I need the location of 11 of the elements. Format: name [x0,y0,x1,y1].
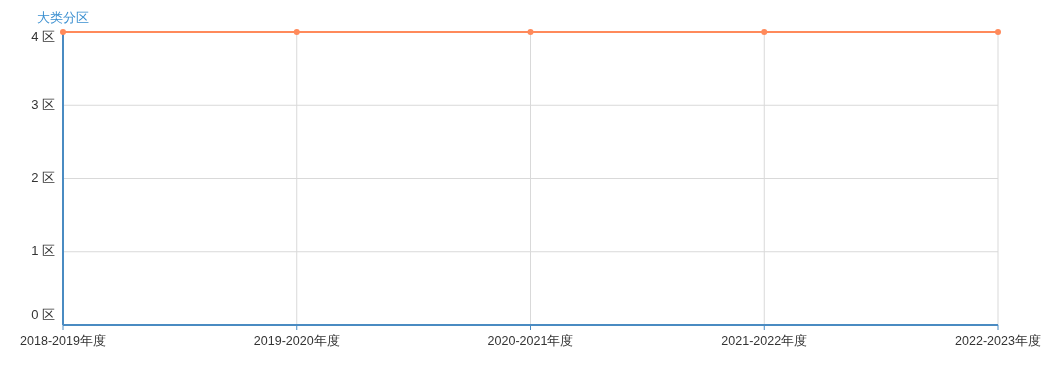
y-tick-label: 4 区 [31,29,55,45]
y-tick-label: 2 区 [31,169,55,185]
x-tick-label: 2021-2022年度 [721,333,808,348]
y-axis-title: 大类分区 [37,10,89,25]
x-tick-label: 2018-2019年度 [20,333,106,348]
x-tick-label: 2022-2023年度 [955,333,1041,348]
y-tick-label: 1 区 [31,243,55,259]
x-tick-label: 2020-2021年度 [487,333,574,348]
y-tick-label: 3 区 [31,96,55,112]
y-tick-label: 0 区 [31,307,55,323]
x-tick-label: 2019-2020年度 [253,333,340,348]
